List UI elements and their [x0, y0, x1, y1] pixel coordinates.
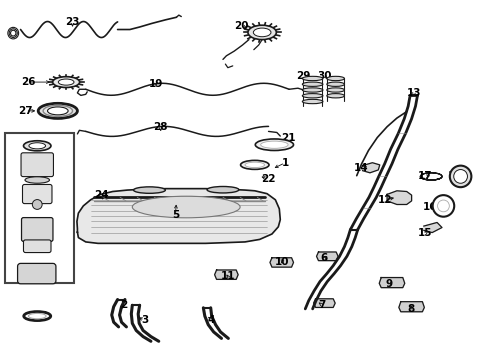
- Ellipse shape: [302, 82, 323, 86]
- Text: 10: 10: [274, 257, 289, 267]
- FancyBboxPatch shape: [24, 240, 51, 253]
- Polygon shape: [379, 278, 405, 288]
- Text: 5: 5: [172, 210, 179, 220]
- Ellipse shape: [327, 94, 344, 98]
- Ellipse shape: [53, 77, 80, 87]
- Circle shape: [454, 170, 467, 183]
- Text: 17: 17: [418, 171, 433, 181]
- Polygon shape: [424, 222, 442, 233]
- Text: 22: 22: [261, 174, 276, 184]
- Ellipse shape: [302, 76, 323, 81]
- Ellipse shape: [133, 187, 166, 193]
- Text: 28: 28: [153, 122, 168, 132]
- Ellipse shape: [207, 186, 239, 193]
- Text: 25: 25: [33, 311, 48, 321]
- Ellipse shape: [255, 139, 294, 150]
- Bar: [5, 133, 74, 283]
- Text: 2: 2: [120, 300, 127, 310]
- Ellipse shape: [253, 28, 271, 37]
- Ellipse shape: [58, 79, 74, 85]
- Circle shape: [438, 200, 449, 212]
- Ellipse shape: [261, 141, 288, 148]
- Text: 12: 12: [377, 195, 392, 205]
- Ellipse shape: [132, 196, 240, 218]
- Text: 14: 14: [354, 163, 369, 174]
- Text: 18: 18: [447, 171, 462, 181]
- Ellipse shape: [48, 107, 68, 115]
- Ellipse shape: [327, 82, 344, 86]
- Ellipse shape: [327, 88, 344, 92]
- Ellipse shape: [29, 143, 46, 149]
- Polygon shape: [77, 189, 280, 243]
- Text: 15: 15: [418, 228, 433, 238]
- Text: 27: 27: [18, 106, 33, 116]
- Ellipse shape: [38, 103, 77, 118]
- Ellipse shape: [241, 161, 269, 169]
- Text: 21: 21: [281, 132, 295, 143]
- Circle shape: [433, 195, 454, 217]
- Ellipse shape: [28, 313, 46, 319]
- Ellipse shape: [25, 177, 49, 183]
- Circle shape: [450, 166, 471, 187]
- Ellipse shape: [302, 94, 323, 98]
- Text: 9: 9: [386, 279, 393, 289]
- FancyBboxPatch shape: [21, 153, 53, 177]
- Ellipse shape: [302, 88, 323, 92]
- Ellipse shape: [302, 99, 323, 104]
- Circle shape: [32, 199, 42, 210]
- Text: 19: 19: [148, 78, 163, 89]
- Polygon shape: [399, 302, 424, 312]
- Ellipse shape: [24, 141, 51, 151]
- FancyBboxPatch shape: [22, 217, 53, 242]
- Ellipse shape: [245, 162, 265, 167]
- Polygon shape: [387, 191, 412, 204]
- Text: 29: 29: [295, 71, 310, 81]
- Ellipse shape: [248, 25, 276, 40]
- Polygon shape: [317, 252, 338, 261]
- Text: 8: 8: [407, 304, 414, 314]
- Polygon shape: [314, 299, 335, 307]
- Polygon shape: [363, 163, 380, 173]
- Text: 30: 30: [317, 71, 332, 81]
- Text: 1: 1: [282, 158, 289, 168]
- FancyBboxPatch shape: [23, 184, 52, 204]
- Text: 4: 4: [208, 315, 216, 325]
- FancyBboxPatch shape: [18, 264, 56, 284]
- Ellipse shape: [327, 76, 344, 81]
- Text: 24: 24: [95, 190, 109, 200]
- Text: 11: 11: [220, 271, 235, 282]
- Text: 16: 16: [423, 202, 438, 212]
- Polygon shape: [215, 270, 238, 279]
- Text: 20: 20: [234, 21, 248, 31]
- Text: 23: 23: [65, 17, 80, 27]
- Text: 3: 3: [141, 315, 148, 325]
- Text: 7: 7: [318, 300, 326, 310]
- Ellipse shape: [43, 105, 73, 117]
- Text: 13: 13: [407, 88, 421, 98]
- Text: 6: 6: [321, 253, 328, 264]
- Polygon shape: [270, 258, 294, 267]
- Text: 26: 26: [21, 77, 36, 87]
- Ellipse shape: [24, 311, 51, 320]
